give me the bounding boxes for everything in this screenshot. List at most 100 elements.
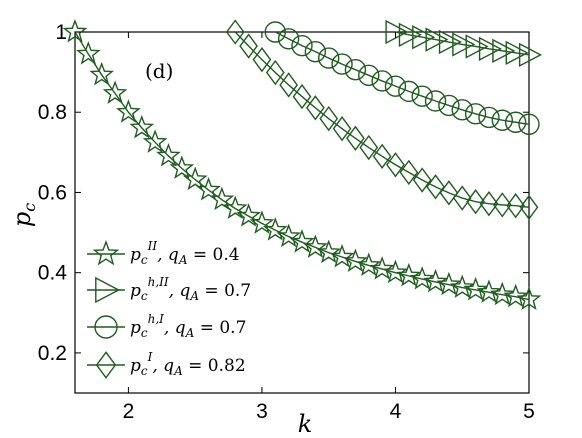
- legend-entry: pcI, qA = 0.82: [87, 350, 246, 379]
- data-point: [412, 167, 432, 193]
- legend-entry: pcII, qA = 0.4: [87, 239, 240, 267]
- data-point: [344, 59, 367, 81]
- series-triangle-right: [385, 19, 543, 68]
- data-point: [399, 159, 419, 186]
- data-point: [478, 36, 502, 62]
- legend-label: pch,II, qA = 0.7: [130, 275, 251, 303]
- plot-area: [62, 19, 543, 394]
- data-point: [464, 103, 487, 125]
- x-tick-label: 2: [123, 400, 135, 423]
- data-point: [438, 94, 460, 117]
- data-point: [465, 34, 489, 59]
- data-point: [292, 83, 312, 110]
- legend: pcII, qA = 0.4 pch,II, qA = 0.7 pch,I, qA …: [87, 239, 251, 379]
- data-point: [116, 99, 141, 123]
- legend-marker-triangle-right: [95, 276, 121, 304]
- data-point: [519, 194, 539, 220]
- series-star: [62, 19, 542, 311]
- data-point: [304, 40, 327, 63]
- y-tick-label: 1: [55, 21, 67, 44]
- data-point: [331, 53, 353, 75]
- series-circle: [264, 21, 540, 135]
- data-point: [277, 28, 300, 50]
- legend-label: pcII, qA = 0.4: [130, 239, 240, 267]
- data-point: [264, 21, 286, 43]
- data-point: [222, 195, 248, 220]
- data-point: [516, 286, 542, 311]
- data-point: [506, 193, 526, 219]
- data-point: [346, 125, 365, 151]
- data-point: [424, 90, 447, 112]
- data-point: [102, 80, 128, 104]
- data-point: [279, 72, 299, 98]
- data-point: [425, 27, 449, 52]
- data-point: [466, 188, 485, 215]
- data-point: [319, 105, 339, 132]
- data-point: [329, 244, 355, 268]
- x-tick-label: 4: [390, 400, 402, 423]
- data-point: [384, 75, 407, 97]
- data-point: [478, 106, 500, 129]
- data-point: [452, 32, 476, 57]
- data-point: [492, 38, 516, 64]
- data-point: [291, 34, 313, 57]
- series-line: [234, 31, 530, 208]
- y-axis-label: pc: [8, 203, 39, 227]
- data-point: [409, 266, 435, 290]
- data-point: [492, 192, 512, 218]
- data-point: [356, 252, 382, 276]
- data-point: [451, 99, 473, 121]
- x-ticks: 2 3 4 5: [123, 32, 535, 423]
- data-point: [449, 274, 475, 299]
- data-point: [436, 271, 462, 296]
- data-point: [75, 41, 101, 65]
- y-tick-label: 0.8: [38, 101, 67, 124]
- data-point: [423, 268, 448, 293]
- data-point: [156, 142, 181, 167]
- y-tick-label: 0.6: [38, 181, 67, 204]
- data-point: [318, 47, 340, 69]
- data-point: [225, 19, 245, 45]
- data-point: [371, 70, 393, 92]
- x-axis-label: k: [298, 410, 313, 438]
- data-point: [89, 61, 115, 86]
- data-point: [239, 33, 258, 59]
- data-point: [343, 248, 368, 272]
- data-point: [518, 42, 543, 68]
- data-point: [276, 223, 302, 248]
- data-point: [262, 217, 288, 241]
- x-tick-label: 5: [523, 400, 535, 423]
- data-point: [265, 59, 285, 86]
- legend-entry: pch,II, qA = 0.7: [87, 275, 251, 304]
- data-point: [504, 111, 527, 133]
- data-point: [142, 129, 168, 153]
- legend-entry: pch,I, qA = 0.7: [87, 312, 246, 340]
- legend-label: pch,I, qA = 0.7: [130, 312, 246, 340]
- legend-marker-diamond: [95, 351, 117, 379]
- data-point: [209, 186, 235, 211]
- x-tick-label: 3: [256, 400, 268, 423]
- data-point: [385, 19, 409, 45]
- data-point: [372, 143, 392, 170]
- data-point: [505, 40, 529, 66]
- data-point: [518, 113, 540, 135]
- legend-marker-star: [92, 240, 120, 266]
- data-point: [396, 262, 422, 287]
- data-point: [426, 174, 445, 200]
- data-point: [169, 155, 195, 179]
- data-point: [411, 85, 433, 107]
- data-point: [316, 239, 342, 264]
- data-point: [129, 114, 155, 139]
- data-point: [439, 180, 459, 206]
- data-point: [386, 152, 405, 178]
- data-point: [196, 177, 221, 201]
- series-layer: [62, 19, 543, 311]
- y-tick-label: 0.4: [38, 262, 68, 285]
- legend-marker-circle: [94, 315, 118, 339]
- y-tick-label: 0.2: [38, 342, 67, 365]
- data-point: [359, 134, 379, 161]
- series-diamond: [225, 19, 539, 220]
- data-point: [369, 256, 395, 280]
- y-ticks: 0.2 0.4 0.6 0.8 1: [38, 21, 529, 365]
- data-point: [476, 279, 502, 303]
